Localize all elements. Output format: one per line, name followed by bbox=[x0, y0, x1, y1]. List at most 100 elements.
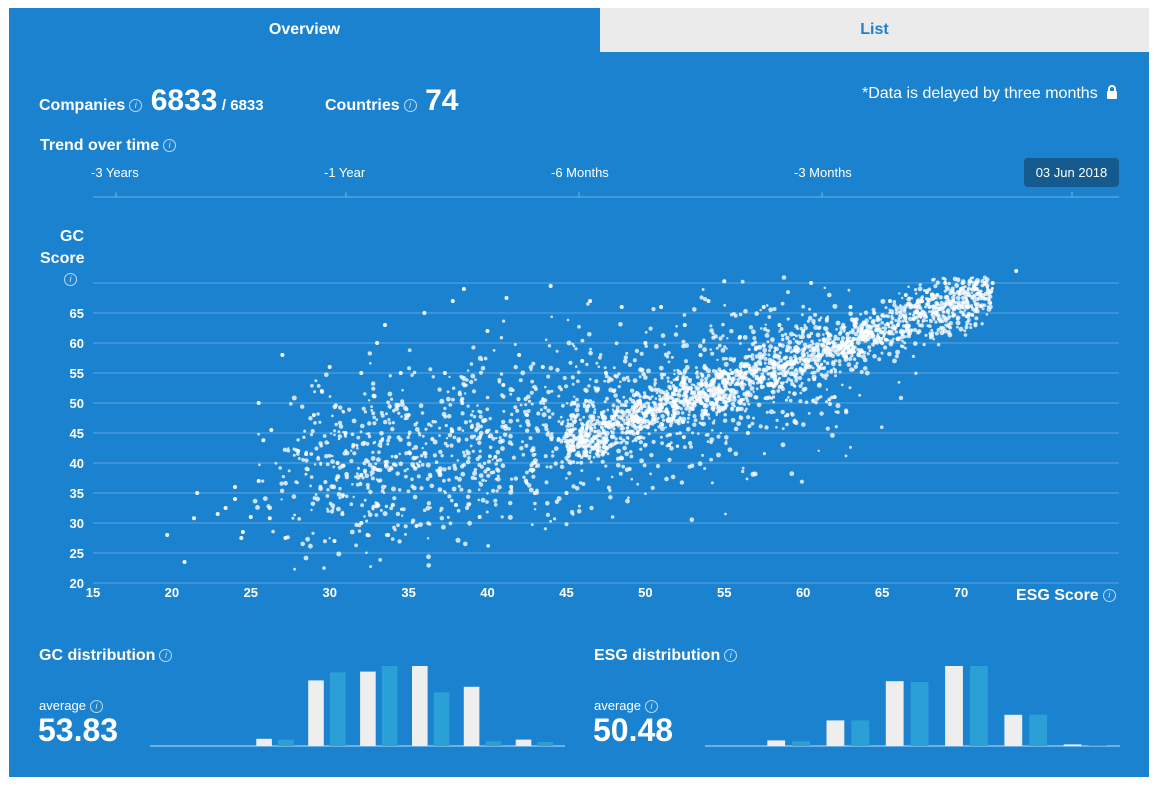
data-point bbox=[551, 454, 555, 458]
data-point bbox=[911, 317, 916, 321]
info-icon[interactable]: i bbox=[89, 700, 103, 714]
data-point bbox=[355, 443, 359, 447]
data-point bbox=[533, 387, 538, 391]
data-point bbox=[531, 474, 536, 479]
info-icon[interactable]: i bbox=[644, 700, 658, 714]
data-point bbox=[614, 341, 619, 346]
data-point bbox=[803, 323, 807, 327]
data-point bbox=[363, 392, 367, 396]
info-icon[interactable]: i bbox=[64, 273, 77, 286]
data-point bbox=[424, 442, 428, 446]
data-point bbox=[694, 396, 700, 401]
data-point bbox=[875, 340, 880, 345]
data-point bbox=[338, 405, 343, 410]
data-point bbox=[765, 410, 769, 414]
data-point bbox=[764, 323, 767, 326]
data-point bbox=[521, 440, 524, 444]
data-point bbox=[932, 318, 936, 321]
data-point bbox=[499, 336, 504, 340]
timeline-tick[interactable]: -3 Years bbox=[91, 165, 139, 180]
data-point bbox=[400, 415, 403, 418]
data-point bbox=[919, 299, 924, 303]
data-point bbox=[447, 433, 453, 438]
tab-overview[interactable]: Overview bbox=[9, 8, 600, 52]
data-point bbox=[550, 389, 554, 393]
data-point bbox=[630, 422, 636, 428]
data-point bbox=[733, 404, 736, 408]
data-point bbox=[587, 456, 591, 461]
data-point bbox=[427, 422, 431, 427]
data-point bbox=[524, 480, 529, 485]
data-point bbox=[898, 315, 903, 320]
data-point bbox=[912, 313, 916, 317]
data-point bbox=[532, 491, 537, 495]
data-point bbox=[568, 360, 573, 365]
timeline-tick[interactable]: -3 Months bbox=[794, 165, 852, 180]
data-point bbox=[608, 488, 612, 493]
data-point bbox=[892, 303, 897, 308]
data-point bbox=[372, 415, 377, 420]
data-point bbox=[394, 406, 400, 412]
data-point bbox=[820, 343, 825, 348]
data-point bbox=[709, 328, 714, 333]
data-point bbox=[702, 411, 707, 416]
data-point bbox=[587, 439, 591, 443]
data-point bbox=[449, 427, 453, 430]
data-point bbox=[432, 439, 438, 445]
data-point bbox=[328, 501, 333, 506]
info-icon[interactable]: i bbox=[159, 649, 173, 663]
x-tick-label: 20 bbox=[165, 585, 179, 600]
info-icon[interactable]: i bbox=[724, 649, 738, 663]
data-point bbox=[457, 426, 462, 431]
data-point bbox=[723, 345, 727, 349]
data-point bbox=[622, 359, 628, 364]
data-point bbox=[786, 377, 791, 382]
info-icon[interactable]: i bbox=[129, 99, 143, 113]
gc-average-label-text: average bbox=[39, 698, 86, 713]
data-point bbox=[674, 377, 679, 381]
tab-list[interactable]: List bbox=[600, 8, 1149, 52]
data-point bbox=[279, 488, 285, 493]
info-icon[interactable]: i bbox=[163, 139, 177, 153]
data-point bbox=[794, 420, 799, 426]
timeline-tick[interactable]: -6 Months bbox=[551, 165, 609, 180]
data-point bbox=[882, 335, 886, 339]
histogram-bar bbox=[463, 686, 480, 746]
data-point bbox=[734, 373, 738, 378]
data-point bbox=[818, 339, 821, 342]
data-point bbox=[837, 359, 842, 364]
data-point bbox=[546, 408, 551, 413]
data-point bbox=[626, 421, 632, 427]
data-point bbox=[812, 377, 816, 381]
data-point bbox=[626, 408, 631, 413]
data-point bbox=[769, 374, 774, 379]
data-point bbox=[473, 476, 477, 481]
data-point bbox=[617, 372, 621, 376]
data-point bbox=[447, 466, 452, 470]
histogram-bar bbox=[1063, 744, 1082, 746]
data-point bbox=[698, 353, 703, 357]
data-point bbox=[928, 310, 931, 313]
data-point bbox=[480, 365, 486, 371]
data-point bbox=[612, 366, 616, 370]
data-point bbox=[438, 434, 441, 437]
data-point bbox=[477, 488, 481, 492]
info-icon[interactable]: i bbox=[403, 99, 417, 113]
timeline-tick[interactable]: -1 Year bbox=[324, 165, 366, 180]
data-point bbox=[390, 455, 394, 458]
data-point bbox=[446, 390, 450, 394]
data-point bbox=[660, 333, 666, 338]
data-point bbox=[620, 416, 624, 419]
data-point bbox=[748, 366, 751, 370]
data-point bbox=[499, 372, 504, 376]
data-point bbox=[651, 413, 656, 417]
data-point bbox=[773, 350, 777, 353]
overview-panel bbox=[9, 8, 1149, 777]
data-point bbox=[836, 352, 841, 357]
data-point bbox=[804, 400, 809, 405]
data-point bbox=[967, 286, 971, 290]
data-point bbox=[957, 291, 962, 297]
info-icon[interactable]: i bbox=[1102, 589, 1116, 603]
selected-date-button[interactable]: 03 Jun 2018 bbox=[1024, 158, 1119, 187]
data-point bbox=[800, 381, 804, 385]
